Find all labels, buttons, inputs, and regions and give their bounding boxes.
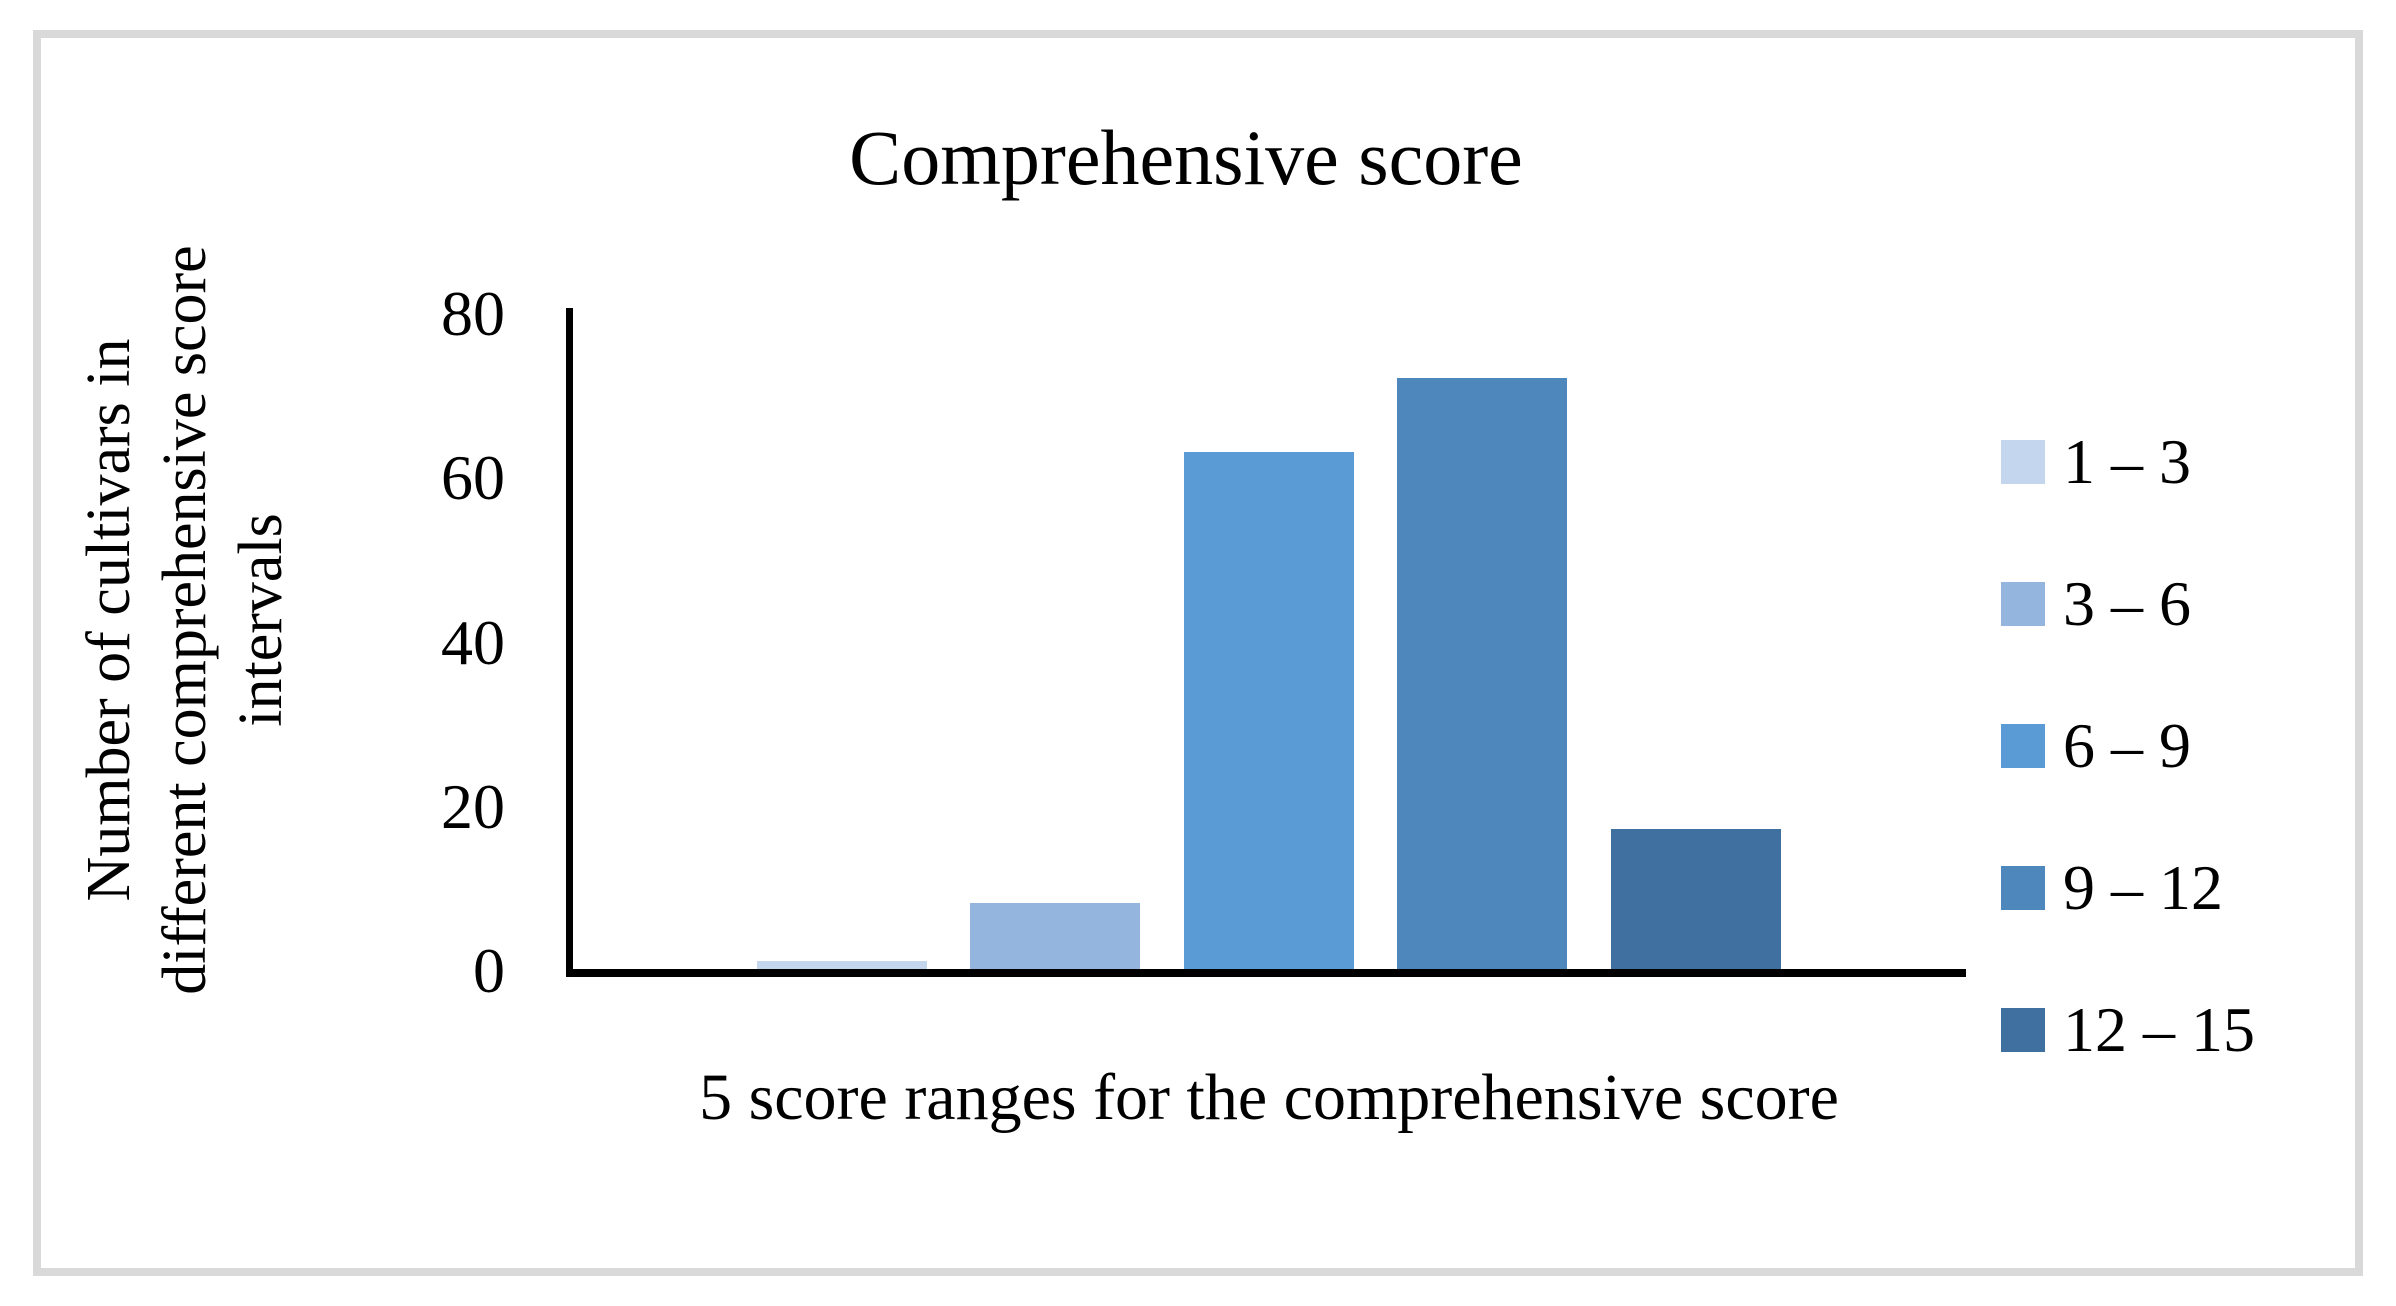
x-axis-line	[566, 969, 1966, 977]
x-axis-title: 5 score ranges for the comprehensive sco…	[699, 1061, 1839, 1134]
legend-swatch-6–9	[2001, 724, 2045, 768]
legend-label: 6 – 9	[2063, 710, 2191, 781]
legend-swatch-12–15	[2001, 1008, 2045, 1052]
bar-12–15	[1611, 829, 1781, 969]
bar-3–6	[970, 903, 1140, 969]
y-tick-label-80: 80	[441, 278, 505, 349]
legend-item-1–3: 1 – 3	[2001, 426, 2191, 498]
legend-item-3–6: 3 – 6	[2001, 568, 2191, 640]
y-tick-label-20: 20	[441, 770, 505, 842]
y-tick-label-40: 40	[441, 606, 505, 678]
y-tick-label-60: 60	[441, 442, 505, 514]
legend-label: 9 – 12	[2063, 852, 2223, 923]
legend-label: 3 – 6	[2063, 568, 2191, 639]
legend-label: 12 – 15	[2063, 994, 2255, 1065]
bar-1–3	[757, 961, 927, 969]
legend-item-9–12: 9 – 12	[2001, 852, 2223, 924]
y-axis-title-line-1: Number of cultivars in	[75, 338, 143, 902]
bar-6–9	[1184, 452, 1354, 969]
legend-item-6–9: 6 – 9	[2001, 710, 2191, 782]
legend-swatch-3–6	[2001, 582, 2045, 626]
y-tick-label-0: 0	[473, 935, 505, 1006]
bar-9–12	[1397, 378, 1567, 969]
figure-border	[33, 30, 2363, 1276]
legend-swatch-9–12	[2001, 866, 2045, 910]
legend-item-12–15: 12 – 15	[2001, 994, 2255, 1066]
legend-swatch-1–3	[2001, 440, 2045, 484]
y-axis-line	[566, 308, 573, 977]
chart-title: Comprehensive score	[849, 114, 1523, 201]
legend-label: 1 – 3	[2063, 426, 2191, 497]
